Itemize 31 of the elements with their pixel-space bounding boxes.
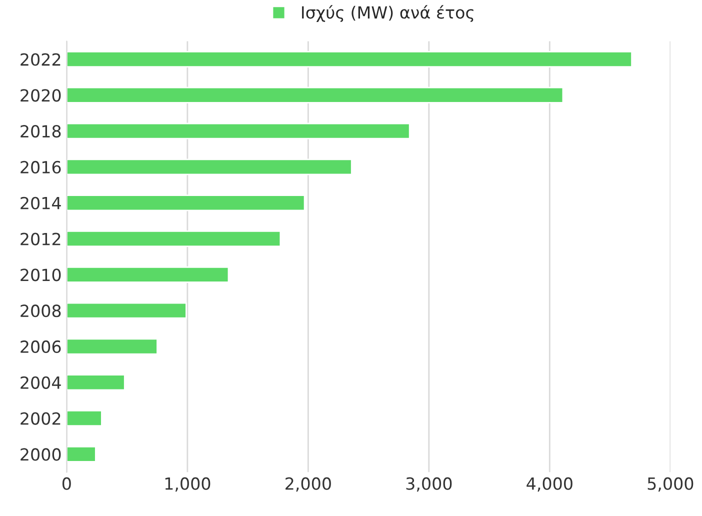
bar [66,194,306,212]
y-tick-label: 2000 [20,448,61,461]
y-tick-label: 2014 [20,196,61,210]
x-tick-label: 2,000 [286,477,331,492]
bar [66,302,187,319]
x-tick-label: 5,000 [648,477,694,492]
x-tick-label: 4,000 [526,477,572,492]
bar [66,158,352,176]
bar [66,446,96,462]
bar [66,122,410,140]
x-tick-label: 1,000 [165,477,210,492]
bar [66,338,158,355]
y-tick-label: 2004 [20,376,61,389]
y-tick-label: 2016 [20,160,61,174]
y-tick-label: 2020 [20,89,61,102]
y-tick-label: 2010 [20,268,61,282]
y-tick-label: 2012 [20,232,60,246]
x-tick-label: 3,000 [406,477,452,492]
x-tick-label: 0 [62,477,71,490]
y-tick-label: 2008 [20,304,61,318]
bar [66,230,282,247]
y-tick-label: 2018 [20,125,61,138]
y-tick-label: 2002 [20,412,60,425]
y-tick-label: 2022 [20,53,60,66]
legend-label: Ισχύς (MW) ανά έτος [302,5,474,22]
bar [66,266,230,283]
bar [66,410,102,427]
bar [66,86,564,104]
y-tick-label: 2006 [20,340,61,354]
bar [66,50,632,68]
bar [66,374,126,391]
